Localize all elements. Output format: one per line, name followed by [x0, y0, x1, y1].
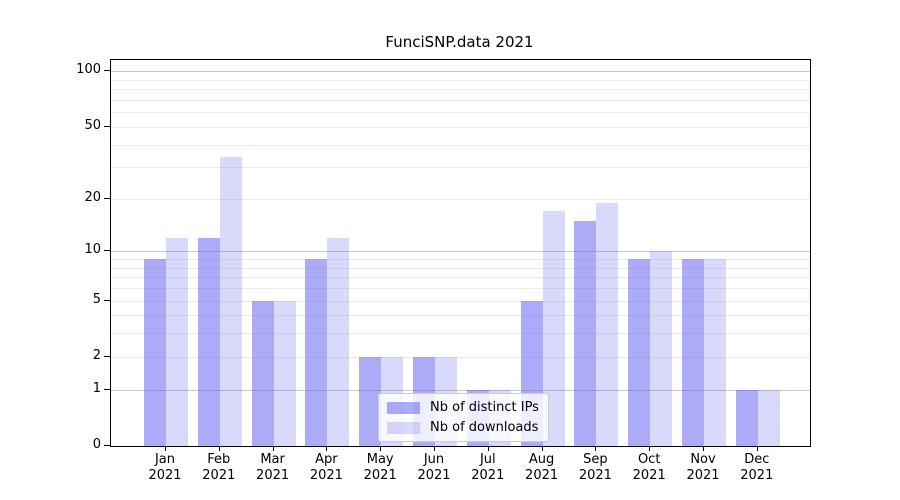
- legend-label-downloads: Nb of downloads: [430, 420, 539, 435]
- x-axis-tick: [272, 446, 274, 451]
- gridline-minor: [111, 356, 810, 358]
- gridline-minor: [111, 89, 810, 91]
- x-axis-tick: [434, 446, 435, 451]
- y-axis-tick: [104, 125, 110, 127]
- x-axis-tick: [326, 446, 328, 451]
- gridline-minor: [111, 333, 810, 335]
- x-axis-tick: [649, 446, 651, 451]
- x-tick-label: Jun 2021: [417, 452, 451, 483]
- x-axis-tick: [703, 446, 704, 451]
- y-tick-label: 5: [92, 291, 101, 307]
- bar-distinct-ips-apr: [305, 259, 328, 446]
- x-tick-label: Mar 2021: [256, 452, 290, 483]
- y-axis-tick: [104, 197, 110, 199]
- y-axis-tick: [104, 445, 110, 446]
- legend-row-downloads: Nb of downloads: [387, 420, 539, 435]
- chart-title: FunciSNP.data 2021: [385, 33, 534, 51]
- gridline-major: [111, 251, 810, 253]
- gridline-minor: [111, 99, 810, 101]
- y-tick-label: 0: [92, 437, 101, 452]
- gridline-minor: [111, 267, 810, 269]
- y-axis-tick: [104, 70, 110, 72]
- bar-downloads-apr: [327, 237, 350, 446]
- gridline-minor: [111, 300, 810, 302]
- y-axis-tick: [104, 388, 110, 390]
- y-tick-label: 1: [92, 380, 101, 396]
- legend-swatch-downloads: [387, 421, 420, 434]
- bar-downloads-feb: [219, 157, 242, 446]
- gridline-minor: [111, 126, 810, 128]
- legend-swatch-distinct-ips: [387, 401, 420, 414]
- x-tick-label: Jan 2021: [148, 452, 182, 483]
- x-tick-label: Apr 2021: [309, 452, 343, 483]
- bar-distinct-ips-sep: [574, 220, 597, 446]
- x-tick-label: Oct 2021: [632, 452, 666, 483]
- x-axis-tick: [756, 446, 758, 451]
- legend-label-distinct-ips: Nb of distinct IPs: [430, 400, 539, 415]
- x-axis-tick: [218, 446, 220, 451]
- legend-row-distinct-ips: Nb of distinct IPs: [387, 400, 539, 415]
- gridline-minor: [111, 112, 810, 114]
- x-tick-label: Dec 2021: [740, 452, 774, 483]
- bar-distinct-ips-nov: [682, 259, 704, 446]
- bar-distinct-ips-dec: [735, 389, 758, 446]
- bar-downloads-oct: [650, 251, 673, 446]
- x-axis-tick: [487, 446, 489, 451]
- bar-distinct-ips-oct: [628, 259, 651, 446]
- x-axis-tick: [595, 446, 597, 451]
- x-tick-label: Sep 2021: [578, 452, 612, 483]
- gridline-minor: [111, 198, 810, 200]
- x-tick-label: Jul 2021: [471, 452, 505, 483]
- y-tick-label: 10: [84, 242, 101, 258]
- bar-downloads-dec: [757, 389, 780, 446]
- y-axis-tick: [104, 250, 110, 252]
- y-tick-label: 20: [84, 189, 101, 205]
- legend: Nb of distinct IPs Nb of downloads: [378, 393, 549, 442]
- bar-downloads-jan: [166, 237, 188, 446]
- gridline-minor: [111, 167, 810, 169]
- x-tick-label: Nov 2021: [686, 452, 720, 483]
- x-axis-tick: [380, 446, 382, 451]
- y-tick-label: 2: [92, 347, 101, 363]
- x-axis-tick: [165, 446, 166, 451]
- gridline-minor: [111, 288, 810, 289]
- x-tick-label: Feb 2021: [202, 452, 236, 483]
- bar-downloads-aug: [542, 211, 565, 446]
- plot-area: Nb of distinct IPs Nb of downloads: [110, 59, 811, 447]
- gridline-minor: [111, 144, 810, 146]
- gridline-major: [111, 389, 810, 391]
- gridline-minor: [111, 315, 810, 317]
- gridline-minor: [111, 277, 810, 279]
- bar-downloads-nov: [704, 259, 726, 446]
- y-axis-tick: [104, 299, 110, 301]
- bar-distinct-ips-feb: [197, 237, 220, 446]
- bar-downloads-mar: [273, 300, 296, 446]
- x-axis-tick: [541, 446, 543, 451]
- y-axis-tick: [104, 355, 110, 357]
- y-tick-label: 100: [76, 62, 101, 78]
- x-tick-label: May 2021: [363, 452, 397, 483]
- gridline-major: [111, 71, 810, 73]
- bar-distinct-ips-jan: [144, 259, 166, 446]
- y-tick-label: 50: [84, 117, 101, 133]
- x-tick-label: Aug 2021: [525, 452, 559, 483]
- bar-distinct-ips-may: [359, 356, 382, 446]
- bar-downloads-sep: [596, 202, 619, 446]
- bar-distinct-ips-mar: [251, 300, 274, 446]
- gridline-minor: [111, 79, 810, 81]
- gridline-minor: [111, 259, 810, 260]
